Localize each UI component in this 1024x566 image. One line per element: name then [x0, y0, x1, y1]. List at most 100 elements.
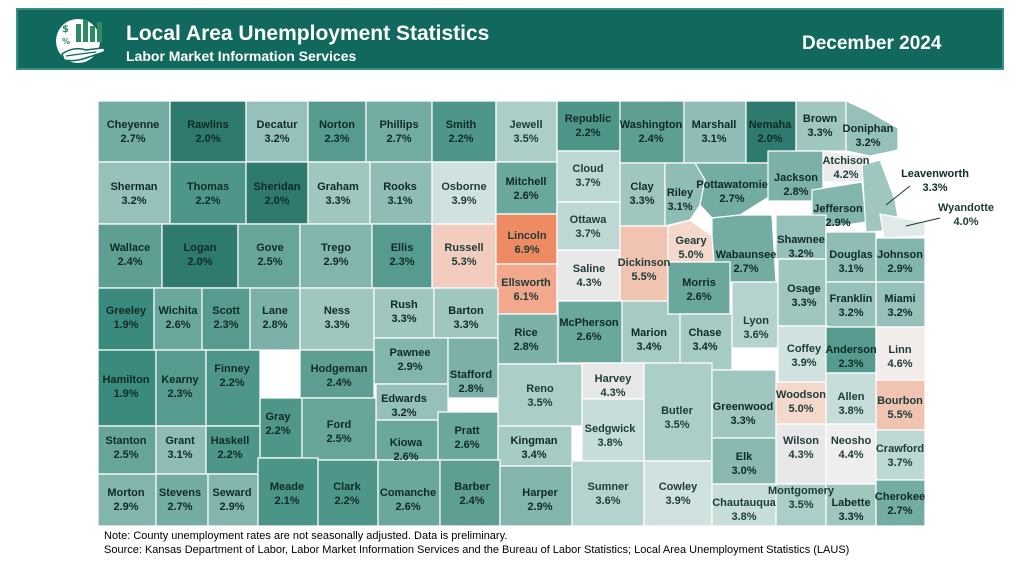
- county-name-pottawatomie: Pottawatomie: [696, 179, 768, 191]
- county-name-marshall: Marshall: [692, 119, 737, 131]
- county-rate-franklin: 3.2%: [838, 307, 863, 319]
- county-rate-rice: 2.8%: [513, 341, 538, 353]
- county-name-elk: Elk: [736, 451, 753, 463]
- county-rate-smith: 2.2%: [448, 133, 473, 145]
- county-rate-stevens: 2.7%: [167, 501, 192, 513]
- county-name-franklin: Franklin: [830, 293, 873, 305]
- county-name-barton: Barton: [448, 305, 484, 317]
- county-rate-ness: 3.3%: [324, 319, 349, 331]
- county-name-comanche: Comanche: [380, 487, 436, 499]
- county-rate-mcpherson: 2.6%: [576, 331, 601, 343]
- county-rate-anderson: 2.3%: [838, 358, 863, 370]
- county-brown: [795, 100, 847, 152]
- county-rate-mitchell: 2.6%: [513, 190, 538, 202]
- county-name-cowley: Cowley: [659, 481, 698, 493]
- county-rate-neosho: 4.4%: [838, 449, 863, 461]
- county-rate-thomas: 2.2%: [195, 195, 220, 207]
- county-name-reno: Reno: [526, 383, 554, 395]
- county-rate-trego: 2.9%: [323, 256, 348, 268]
- county-rate-chase: 3.4%: [692, 341, 717, 353]
- county-smith: [431, 100, 497, 163]
- county-name-graham: Graham: [317, 181, 359, 193]
- county-rate-wilson: 4.3%: [788, 449, 813, 461]
- county-name-rawlins: Rawlins: [187, 119, 229, 131]
- county-rate-wallace: 2.4%: [117, 256, 142, 268]
- county-reno: [497, 363, 583, 427]
- county-name-logan: Logan: [184, 242, 217, 254]
- county-name-trego: Trego: [321, 242, 351, 254]
- county-rate-kiowa: 2.6%: [393, 451, 418, 463]
- county-rate-haskell: 2.2%: [217, 449, 242, 461]
- county-phillips: [365, 100, 433, 163]
- county-rooks: [369, 161, 433, 225]
- county-name-bourbon: Bourbon: [877, 395, 923, 407]
- county-name-phillips: Phillips: [379, 119, 418, 131]
- county-name-mitchell: Mitchell: [506, 176, 547, 188]
- county-name-republic: Republic: [565, 113, 611, 125]
- county-norton: [307, 100, 367, 163]
- county-marshall: [683, 100, 747, 164]
- county-name-harper: Harper: [522, 487, 558, 499]
- county-ellsworth: [495, 263, 558, 315]
- county-rate-finney: 2.2%: [219, 377, 244, 389]
- source-note: Source: Kansas Department of Labor, Labo…: [104, 544, 850, 556]
- county-name-shawnee: Shawnee: [777, 234, 825, 246]
- county-rate-montgomery: 3.5%: [788, 499, 813, 511]
- county-sheridan: [245, 161, 309, 225]
- county-name-russell: Russell: [444, 242, 483, 254]
- county-name-seward: Seward: [212, 487, 251, 499]
- county-rate-barton: 3.3%: [453, 319, 478, 331]
- county-thomas: [169, 161, 247, 225]
- county-name-cherokee: Cherokee: [875, 491, 925, 503]
- county-rate-leavenworth: 3.3%: [922, 182, 947, 194]
- county-osborne: [431, 161, 497, 225]
- county-name-thomas: Thomas: [187, 181, 229, 193]
- county-rate-cowley: 3.9%: [665, 495, 690, 507]
- svg-text:%: %: [62, 37, 70, 46]
- county-name-ottawa: Ottawa: [570, 214, 608, 226]
- county-name-sheridan: Sheridan: [253, 181, 300, 193]
- county-name-jewell: Jewell: [509, 119, 542, 131]
- page-subtitle: Labor Market Information Services: [126, 48, 357, 64]
- county-rate-shawnee: 3.2%: [788, 248, 813, 260]
- county-rate-seward: 2.9%: [219, 501, 244, 513]
- county-rate-logan: 2.0%: [187, 256, 212, 268]
- county-morton: [97, 473, 157, 527]
- county-rate-coffey: 3.9%: [791, 357, 816, 369]
- county-rate-woodson: 5.0%: [788, 403, 813, 415]
- county-washington: [619, 100, 685, 164]
- county-rate-wichita: 2.6%: [165, 319, 190, 331]
- county-rate-pottawatomie: 2.7%: [719, 193, 744, 205]
- county-rate-norton: 2.3%: [324, 133, 349, 145]
- county-name-jackson: Jackson: [774, 172, 818, 184]
- county-rate-rush: 3.3%: [391, 313, 416, 325]
- county-name-wallace: Wallace: [110, 242, 151, 254]
- svg-text:$: $: [62, 24, 69, 35]
- county-name-miami: Miami: [884, 293, 915, 305]
- county-name-kingman: Kingman: [510, 435, 557, 447]
- county-rate-morris: 2.6%: [686, 291, 711, 303]
- county-doniphan: [845, 100, 899, 157]
- county-name-grant: Grant: [165, 435, 195, 447]
- county-name-rice: Rice: [514, 327, 537, 339]
- county-name-crawford: Crawford: [876, 443, 924, 455]
- county-rate-lincoln: 6.9%: [514, 244, 539, 256]
- county-cowley: [643, 460, 713, 527]
- county-name-greenwood: Greenwood: [713, 401, 774, 413]
- county-seward: [207, 473, 259, 527]
- county-rate-hodgeman: 2.4%: [326, 377, 351, 389]
- county-rate-marshall: 3.1%: [701, 133, 726, 145]
- county-name-norton: Norton: [319, 119, 355, 131]
- county-name-cloud: Cloud: [572, 163, 603, 175]
- county-rate-kearny: 2.3%: [167, 388, 192, 400]
- county-name-clark: Clark: [333, 481, 361, 493]
- county-rawlins: [169, 100, 247, 163]
- county-rate-osborne: 3.9%: [451, 195, 476, 207]
- county-name-linn: Linn: [888, 344, 911, 356]
- county-name-anderson: Anderson: [825, 344, 877, 356]
- county-clark: [317, 459, 379, 527]
- county-rate-harvey: 4.3%: [600, 387, 625, 399]
- county-name-ellsworth: Ellsworth: [501, 277, 551, 289]
- county-name-chase: Chase: [688, 327, 721, 339]
- county-sherman: [97, 161, 171, 225]
